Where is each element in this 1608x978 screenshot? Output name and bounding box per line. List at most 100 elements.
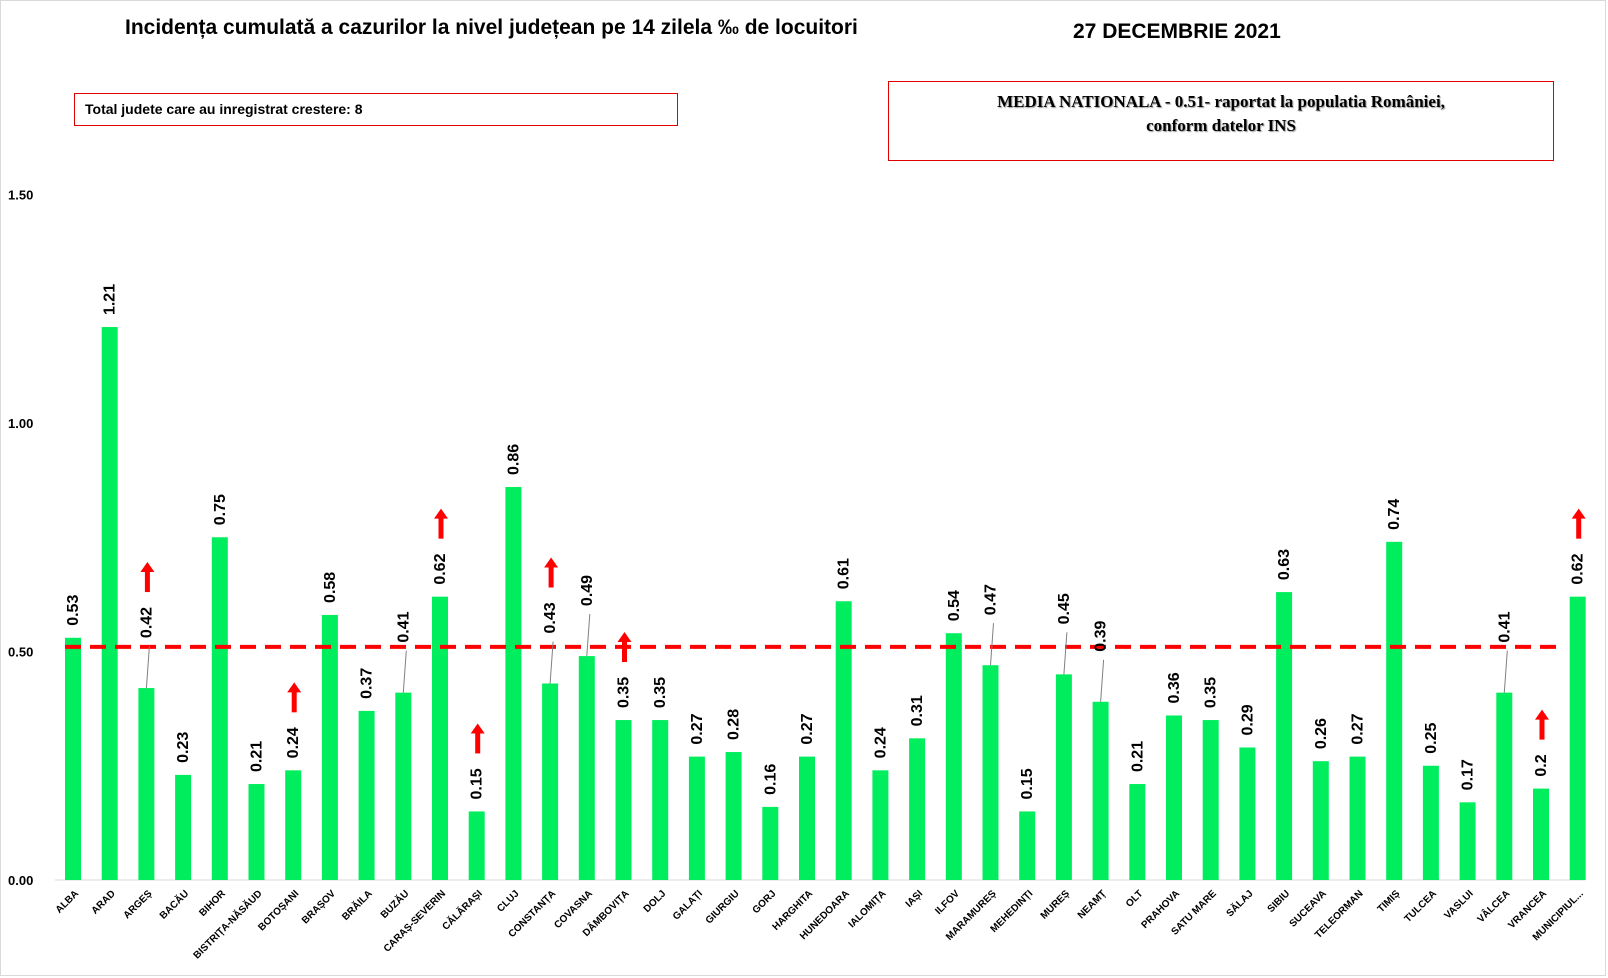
bar (1349, 756, 1366, 880)
data-label: 0.23 (175, 732, 192, 763)
bar (542, 683, 559, 880)
bar (1569, 596, 1586, 880)
x-tick-label: SĂLAJ (1223, 887, 1255, 919)
chart-date: 27 DECEMBRIE 2021 (1073, 20, 1281, 43)
data-label: 0.24 (285, 727, 302, 758)
data-label: 0.21 (1129, 741, 1146, 772)
bar (138, 688, 155, 880)
data-label: 0.35 (616, 677, 633, 708)
data-label: 0.35 (652, 677, 669, 708)
bar (432, 596, 448, 880)
x-tick-label: NEAMȚ (1076, 888, 1109, 921)
data-label: 1.21 (102, 284, 119, 315)
bar (688, 756, 705, 880)
national-average-line-1: MEDIA NATIONALA - 0.51- raportat la popu… (997, 92, 1445, 111)
data-label: 0.42 (138, 607, 155, 638)
data-label: 0.41 (1496, 611, 1513, 642)
bar (762, 806, 779, 880)
data-label: 0.16 (762, 764, 779, 795)
data-label: 0.21 (249, 741, 266, 772)
national-average-line-2: conform datelor INS (1146, 116, 1296, 135)
bar (1386, 541, 1403, 880)
national-average-note: MEDIA NATIONALA - 0.51- raportat la popu… (888, 81, 1554, 161)
leader-line (402, 650, 407, 693)
bar (982, 665, 999, 880)
data-label: 0.27 (1350, 713, 1367, 744)
data-label: 0.45 (1056, 593, 1073, 624)
increase-arrow-head (287, 682, 302, 693)
bar (211, 537, 228, 880)
data-label: 0.24 (872, 727, 889, 758)
bar (1276, 592, 1293, 880)
data-label: 0.2 (1533, 754, 1550, 776)
data-label: 0.15 (1019, 768, 1036, 799)
data-label: 0.28 (726, 709, 743, 740)
bar (835, 601, 852, 880)
data-label: 0.62 (432, 553, 449, 584)
bar (945, 633, 962, 880)
bar (799, 756, 815, 880)
data-label: 0.15 (469, 768, 486, 799)
bar (1533, 788, 1549, 880)
bar (65, 637, 81, 880)
x-tick-label: VASLUI (1443, 888, 1476, 921)
bar (652, 720, 669, 880)
bar (1312, 761, 1329, 880)
y-tick-label: 0.50 (8, 645, 33, 660)
data-label: 0.61 (836, 558, 853, 589)
data-label: 0.41 (395, 611, 412, 642)
bar (248, 784, 265, 880)
bar (358, 710, 375, 880)
data-labels: 0.53 1.21 0.42 0.23 0.75 0.21 0.24 0.58 0.37 0.41… (65, 284, 1587, 800)
leader-line (1063, 632, 1068, 675)
increase-arrow-head (434, 508, 448, 519)
data-label: 0.75 (212, 494, 229, 525)
bar (872, 770, 889, 880)
x-tick-label: SIBIU (1266, 888, 1293, 915)
x-tick-label: CARAȘ-SEVERIN (382, 888, 448, 954)
data-label: 0.31 (909, 695, 926, 726)
data-label: 0.27 (689, 713, 706, 744)
x-tick-label: IAȘI (904, 888, 926, 910)
x-tick-label: MUREȘ (1039, 888, 1073, 922)
x-tick-label: BISTRIȚA-NĂSĂUD (190, 887, 264, 961)
leader-line (145, 646, 150, 689)
bar (615, 720, 632, 880)
x-tick-label: BUZĂU (377, 887, 411, 921)
data-label: 0.35 (1203, 677, 1220, 708)
x-tick-label: GORJ (751, 888, 779, 916)
x-tick-label: BRĂILA (339, 887, 375, 923)
increase-arrow-head (1571, 508, 1586, 519)
increase-arrow-head (617, 632, 632, 643)
bar (285, 770, 302, 880)
bar (1202, 720, 1219, 880)
leader-lines (145, 614, 1508, 702)
x-tick-label: BACĂU (156, 887, 191, 922)
data-label: 0.27 (799, 713, 816, 744)
data-label: 0.47 (983, 584, 1000, 615)
x-tick-label: BRAȘOV (300, 888, 338, 926)
x-tick-label: OLT (1124, 888, 1145, 909)
bar (101, 327, 118, 880)
data-label: 0.74 (1386, 499, 1403, 530)
bar (909, 738, 926, 880)
data-label: 0.53 (65, 595, 82, 626)
increase-arrow-head (470, 723, 485, 734)
data-label: 0.86 (505, 444, 522, 475)
leader-line (1100, 659, 1105, 702)
x-tick-label: ALBA (54, 888, 81, 915)
bar (1092, 701, 1109, 880)
x-tick-label: CĂLĂRAȘI (439, 887, 485, 933)
x-tick-label: CLUJ (495, 888, 521, 914)
bar (1166, 715, 1182, 880)
x-tick-label: TULCEA (1403, 888, 1439, 924)
data-label: 0.43 (542, 602, 559, 633)
bar (175, 774, 192, 880)
increase-arrow-head (1535, 709, 1549, 720)
y-tick-label: 0.00 (8, 873, 33, 888)
bar (468, 811, 485, 880)
y-axis: 0.00 0.50 1.00 1.50 (8, 188, 1585, 888)
increase-count-note: Total judete care au inregistrat crester… (74, 93, 678, 126)
chart-title: Incidența cumulată a cazurilor la nivel … (125, 16, 858, 39)
